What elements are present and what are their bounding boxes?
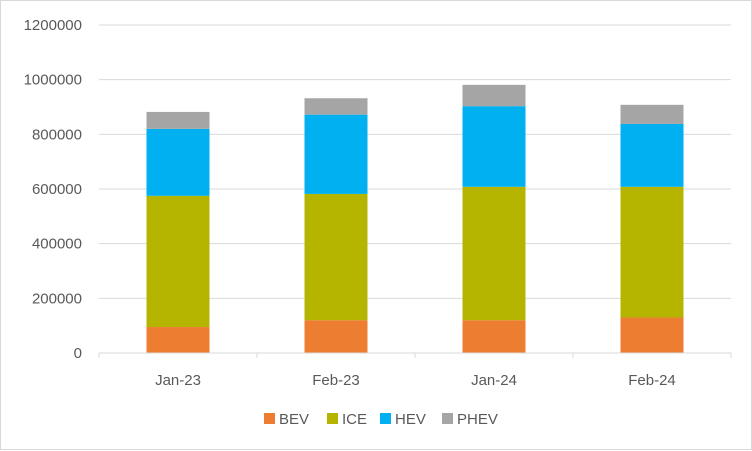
y-tick-label: 0 (74, 345, 82, 362)
bars (146, 84, 684, 353)
bar-ice-jan-24 (462, 186, 526, 321)
bar-hev-feb-24 (620, 123, 684, 187)
y-tick-label: 800000 (32, 126, 82, 143)
x-tick-label: Jan-23 (155, 372, 201, 389)
y-tick-label: 400000 (32, 236, 82, 253)
legend-swatch (442, 413, 453, 424)
x-tick-label: Feb-23 (312, 372, 360, 389)
x-axis (98, 352, 732, 358)
bar-hev-jan-24 (462, 106, 526, 187)
legend-item-bev: BEV (264, 411, 309, 428)
x-tick-label: Feb-24 (628, 372, 676, 389)
bar-phev-jan-23 (146, 111, 210, 129)
bar-bev-jan-23 (146, 327, 210, 353)
legend-swatch (327, 413, 338, 424)
legend: BEV ICE HEV PHEV (264, 411, 498, 428)
legend-label: PHEV (457, 411, 498, 428)
bar-ice-feb-24 (620, 186, 684, 318)
legend-label: ICE (342, 411, 367, 428)
y-tick-label: 1000000 (24, 72, 82, 89)
bar-phev-feb-24 (620, 104, 684, 124)
bar-hev-jan-23 (146, 128, 210, 196)
legend-item-ice: ICE (327, 411, 367, 428)
bar-phev-feb-23 (304, 98, 368, 115)
bar-ice-jan-23 (146, 195, 210, 328)
x-axis-tick-labels: Jan-23 Feb-23 Jan-24 Feb-24 (155, 372, 676, 389)
bar-bev-feb-23 (304, 320, 368, 353)
bar-phev-jan-24 (462, 84, 526, 107)
y-tick-label: 1200000 (24, 17, 82, 34)
bar-hev-feb-23 (304, 114, 368, 194)
bar-ice-feb-23 (304, 193, 368, 321)
x-tick-label: Jan-24 (471, 372, 517, 389)
legend-item-phev: PHEV (442, 411, 498, 428)
legend-item-hev: HEV (380, 411, 426, 428)
y-tick-label: 200000 (32, 290, 82, 307)
bar-bev-feb-24 (620, 317, 684, 353)
bar-bev-jan-24 (462, 320, 526, 353)
legend-label: BEV (279, 411, 309, 428)
y-tick-label: 600000 (32, 181, 82, 198)
y-axis-tick-labels: 0 200000 400000 600000 800000 1000000 1200000 (24, 17, 82, 362)
legend-label: HEV (395, 411, 426, 428)
legend-swatch (264, 413, 275, 424)
legend-swatch (380, 413, 391, 424)
